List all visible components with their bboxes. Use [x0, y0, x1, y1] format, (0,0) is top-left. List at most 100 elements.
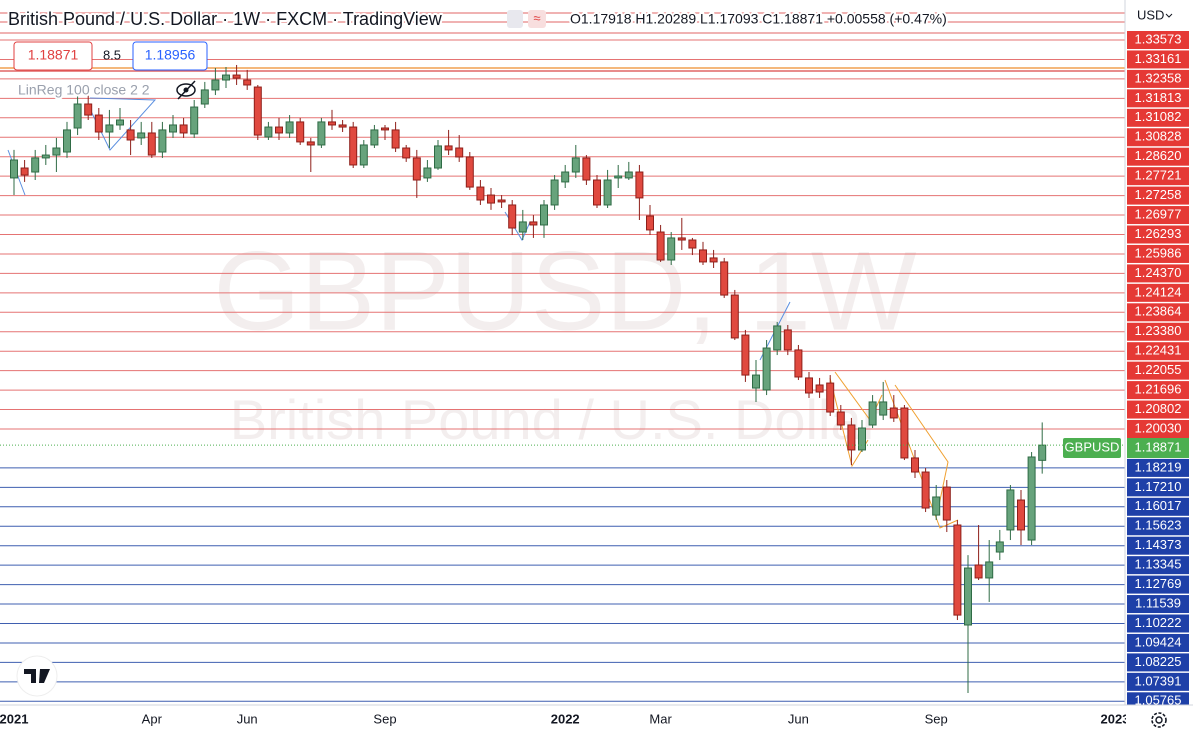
level-label: 1.09424 [1135, 634, 1182, 649]
level-label: 1.25986 [1135, 245, 1182, 260]
candle-body [381, 127, 389, 131]
candle-body [847, 424, 856, 451]
candle-body [911, 457, 919, 473]
candle-body [52, 147, 61, 156]
candle-body [63, 129, 71, 153]
buy-price: 1.18956 [145, 47, 196, 63]
candle-body [730, 294, 739, 339]
watermark-symbol: GBPUSD, 1W [213, 229, 917, 354]
level-badge [1127, 147, 1189, 166]
candle-body [741, 334, 750, 376]
candle-body [31, 157, 40, 173]
level-label: 1.26977 [1135, 206, 1182, 221]
candle-body [1017, 499, 1025, 531]
level-badge [1127, 517, 1189, 536]
candle-body [497, 199, 506, 203]
level-badge [1127, 575, 1189, 594]
level-badge [1127, 672, 1189, 691]
level-label: 1.23380 [1135, 323, 1182, 338]
candle-body [953, 524, 962, 616]
chart-title: British Pound / U.S. Dollar · 1W · FXCM … [8, 9, 443, 29]
candle-body [635, 171, 644, 199]
level-label: 1.31813 [1135, 90, 1182, 105]
candles [10, 64, 1047, 693]
candle-body [614, 175, 623, 179]
level-badge [1127, 497, 1189, 516]
candle-body [603, 179, 612, 206]
level-badge [1127, 244, 1189, 263]
candle-body [158, 129, 167, 153]
icon[interactable] [507, 10, 523, 28]
level-label: 1.20030 [1135, 420, 1182, 435]
candle-body [900, 407, 909, 459]
candle-body [275, 126, 283, 134]
candle-body [84, 103, 93, 116]
currency[interactable]: USD [1137, 7, 1164, 22]
candle-body [709, 257, 718, 263]
level-badge [1127, 89, 1189, 108]
candle-body [147, 132, 156, 156]
level-badge [1127, 186, 1189, 205]
candle-body [20, 167, 29, 176]
candle-body [868, 401, 877, 426]
candle-body [571, 157, 580, 173]
x-tick-label: Jun [788, 711, 809, 726]
candle-body [200, 89, 209, 105]
buy-button[interactable] [132, 41, 208, 71]
candle-body [624, 171, 633, 179]
x-tick-label: 2021 [0, 711, 28, 726]
candle-body [932, 496, 941, 516]
level-label: 1.21696 [1135, 382, 1182, 397]
x-tick-label: Apr [142, 711, 163, 726]
candle-body [879, 401, 888, 416]
candle-body [974, 564, 983, 579]
candle-body [561, 171, 570, 183]
hide-icon[interactable] [176, 80, 196, 100]
candle-body [783, 329, 792, 351]
level-badge [1127, 69, 1189, 88]
candle-body [137, 132, 146, 139]
candle-body [359, 144, 368, 166]
icon[interactable] [528, 10, 546, 28]
candle-body [688, 239, 697, 249]
candle-body [762, 347, 771, 391]
level-label: 1.27258 [1135, 187, 1182, 202]
sell-button[interactable] [13, 41, 93, 71]
x-tick-label: Jun [237, 711, 258, 726]
candle-body [126, 129, 135, 141]
symbol-badge [1063, 438, 1121, 458]
sell-price: 1.18871 [28, 47, 79, 63]
candle-body [455, 147, 464, 158]
indicator-label: LinReg 100 close 2 2 [18, 82, 150, 98]
level-label: 1.12769 [1135, 576, 1182, 591]
level-badge [1127, 303, 1189, 322]
candle-body [646, 215, 654, 231]
candle-body [296, 121, 305, 143]
candle-body [487, 194, 495, 204]
level-label: 1.16017 [1135, 498, 1182, 513]
candle-body [328, 121, 336, 126]
candle-body [73, 103, 82, 129]
candle-body [677, 237, 686, 241]
candle-body [1027, 456, 1036, 541]
candle-body [826, 382, 835, 413]
candle-body [465, 156, 474, 188]
level-label: 1.11539 [1135, 595, 1181, 610]
level-badge [1127, 458, 1189, 477]
candle-body [370, 129, 379, 146]
level-label: 1.17210 [1135, 479, 1182, 494]
level-label: 1.26293 [1135, 226, 1182, 241]
level-badge [1127, 283, 1189, 302]
candle-body [720, 261, 729, 296]
price-scale-corner [1126, 706, 1193, 738]
candle-body [889, 407, 898, 419]
level-label: 1.33573 [1135, 31, 1182, 46]
candle-body [444, 145, 453, 151]
candle-body [815, 384, 824, 393]
level-badge [1127, 653, 1189, 672]
candle-body [985, 561, 994, 579]
settings-icon[interactable] [1151, 712, 1167, 728]
candle-body [317, 121, 326, 146]
candle-body [169, 124, 177, 133]
level-label: 1.20802 [1135, 401, 1182, 416]
